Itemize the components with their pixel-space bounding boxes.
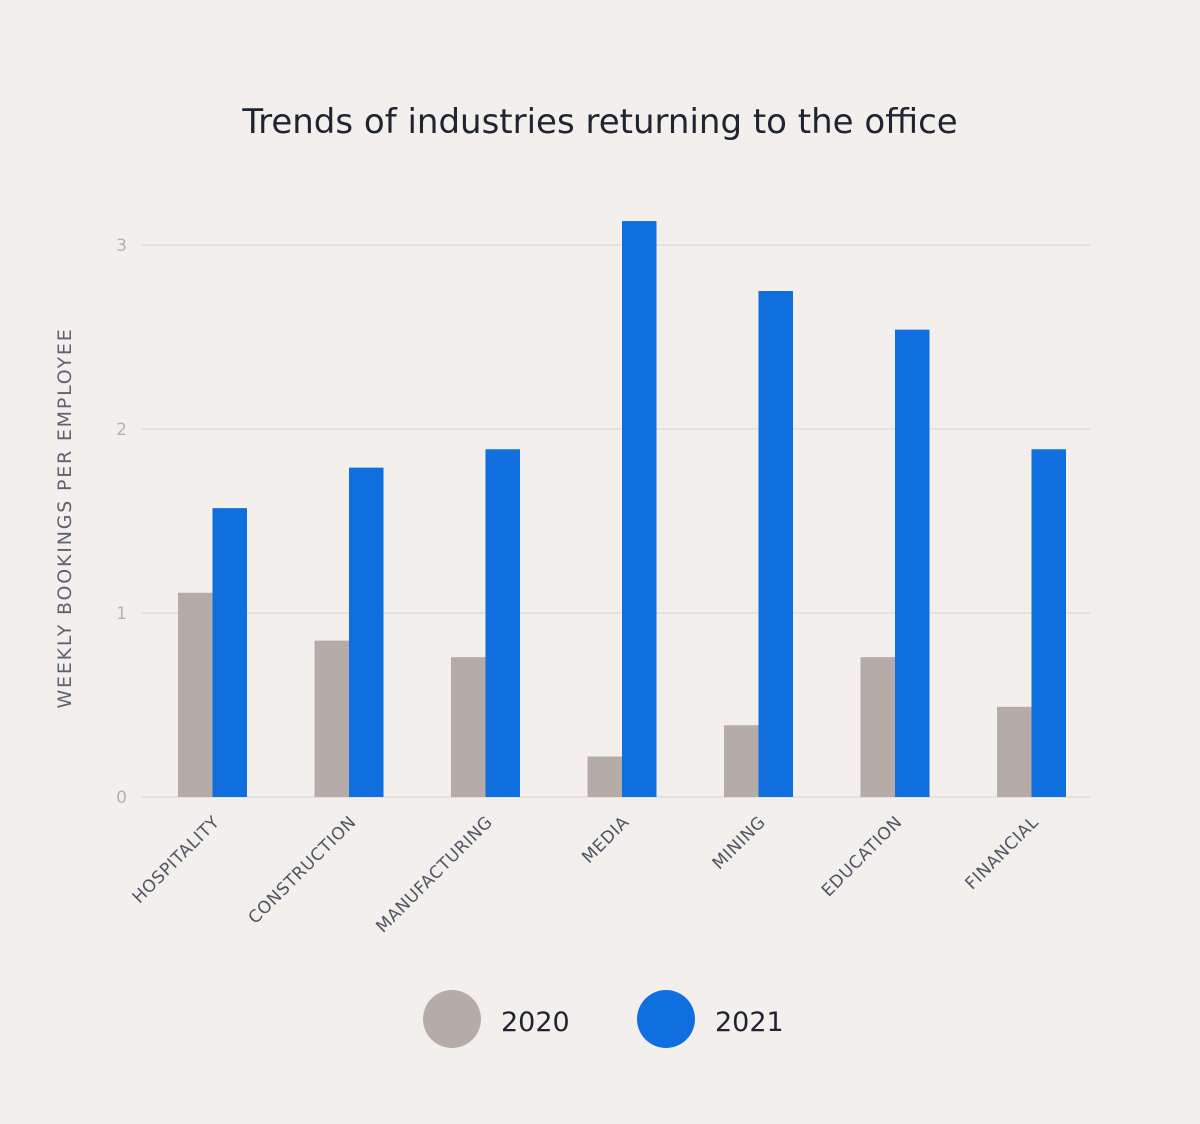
bar-2020-media xyxy=(587,756,622,797)
legend-label-2021: 2021 xyxy=(715,1007,784,1038)
x-tick-label-education: EDUCATION xyxy=(818,812,907,901)
x-tick-label-hospitality: HOSPITALITY xyxy=(129,812,224,907)
bar-2021-financial xyxy=(1031,449,1066,797)
bar-2020-construction xyxy=(314,640,349,797)
legend-swatch-2021 xyxy=(637,990,695,1048)
legend-label-2020: 2020 xyxy=(501,1007,570,1038)
y-tick-label-1: 1 xyxy=(116,604,127,624)
chart-title: Trends of industries returning to the of… xyxy=(241,102,957,142)
bar-2021-media xyxy=(622,221,657,797)
bar-2020-financial xyxy=(997,706,1032,797)
bar-2021-mining xyxy=(758,291,793,797)
bar-2020-education xyxy=(860,657,895,797)
bar-2020-manufacturing xyxy=(451,657,486,797)
legend: 2020 2021 xyxy=(423,990,784,1048)
y-tick-label-2: 2 xyxy=(116,420,127,440)
x-tick-label-financial: FINANCIAL xyxy=(962,812,1043,893)
grid: 0 1 2 3 xyxy=(116,236,1090,808)
x-tick-label-manufacturing: MANUFACTURING xyxy=(372,812,497,937)
x-tick-label-mining: MINING xyxy=(709,812,770,873)
x-tick-label-construction: CONSTRUCTION xyxy=(245,812,361,928)
bar-2021-construction xyxy=(349,467,384,797)
y-tick-label-3: 3 xyxy=(116,236,127,256)
legend-swatch-2020 xyxy=(423,990,481,1048)
bar-2020-mining xyxy=(724,725,759,797)
y-tick-label-0: 0 xyxy=(116,788,127,808)
bar-2021-manufacturing xyxy=(485,449,520,797)
y-axis-label: WEEKLY BOOKINGS PER EMPLOYEE xyxy=(54,327,76,708)
x-axis-ticks: HOSPITALITY CONSTRUCTION MANUFACTURING MEDI… xyxy=(129,812,1043,937)
bar-2020-hospitality xyxy=(178,592,213,797)
bars xyxy=(178,221,1066,797)
x-tick-label-media: MEDIA xyxy=(578,812,633,867)
bar-2021-education xyxy=(895,329,930,797)
bar-2021-hospitality xyxy=(212,508,247,797)
